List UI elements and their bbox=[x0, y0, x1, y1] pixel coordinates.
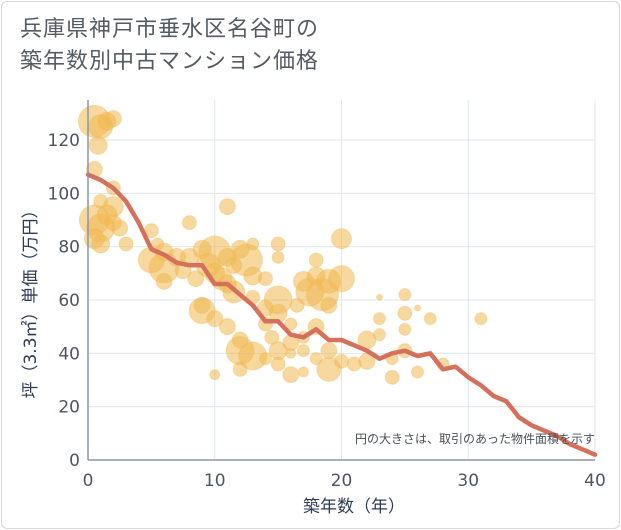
bubble-point bbox=[285, 347, 297, 359]
bubble-point bbox=[373, 328, 387, 342]
chart-title-line-1: 兵庫県神戸市垂水区名谷町の bbox=[20, 17, 320, 42]
x-axis-label: 築年数（年） bbox=[303, 497, 405, 517]
bubble-point bbox=[296, 344, 310, 358]
trend-line-group bbox=[85, 172, 598, 457]
bubble-point bbox=[414, 304, 422, 312]
bubble-point bbox=[474, 312, 488, 326]
bubble-point bbox=[284, 317, 298, 331]
bubbles bbox=[77, 104, 488, 385]
bubble-point bbox=[218, 198, 236, 216]
bubble-point bbox=[218, 318, 236, 336]
bubble-point bbox=[282, 366, 300, 384]
bubble-point bbox=[232, 361, 248, 377]
bubble-point bbox=[257, 271, 273, 287]
bubble-point bbox=[384, 369, 400, 385]
y-tick-label: 120 bbox=[48, 131, 80, 151]
size-note: 円の大きさは、取引のあった物件面積を示す bbox=[355, 431, 595, 446]
bubble-point bbox=[91, 234, 111, 254]
bubble-point bbox=[271, 250, 285, 264]
y-tick-label: 80 bbox=[58, 238, 80, 258]
x-tick-label: 30 bbox=[457, 471, 479, 491]
bubble-point bbox=[423, 312, 437, 326]
bubble-point bbox=[258, 352, 272, 366]
bubble-point bbox=[334, 353, 349, 369]
bubble-point bbox=[118, 236, 134, 252]
bubble-point bbox=[155, 272, 173, 290]
bubble-point bbox=[246, 237, 260, 251]
axes bbox=[87, 100, 595, 461]
x-tick-label: 10 bbox=[204, 471, 226, 491]
bubble-point bbox=[411, 365, 425, 379]
bubble-point bbox=[181, 215, 197, 231]
bubble-point bbox=[398, 322, 412, 336]
bubble-point bbox=[209, 369, 221, 381]
x-tick-label: 20 bbox=[331, 471, 353, 491]
bubble-point bbox=[309, 352, 323, 366]
bubble-point bbox=[320, 342, 338, 360]
chart-title: 兵庫県神戸市垂水区名谷町の 築年数別中古マンション価格 bbox=[20, 14, 319, 78]
bubble-point bbox=[111, 219, 129, 237]
y-tick-label: 0 bbox=[69, 451, 80, 471]
bubble-point bbox=[328, 265, 355, 293]
bubble-point bbox=[398, 288, 412, 302]
bubble-point bbox=[206, 310, 224, 328]
y-tick-label: 60 bbox=[58, 291, 80, 311]
bubble-point bbox=[376, 293, 384, 301]
chart-title-line-2: 築年数別中古マンション価格 bbox=[20, 49, 320, 74]
bubble-point bbox=[320, 296, 338, 314]
bubble-point bbox=[104, 110, 122, 128]
bubble-point bbox=[187, 270, 205, 288]
bubble-point bbox=[331, 228, 352, 250]
bubble-point bbox=[297, 366, 309, 378]
y-tick-label: 20 bbox=[58, 398, 80, 418]
x-tick-label: 0 bbox=[83, 471, 94, 491]
bubble-point bbox=[88, 135, 108, 155]
x-tick-label: 40 bbox=[584, 471, 606, 491]
bubble-point bbox=[397, 305, 413, 321]
bubble-point bbox=[308, 252, 324, 268]
y-axis-label: 坪（3.3㎡）単価（万円） bbox=[21, 201, 41, 398]
bubble-point bbox=[270, 356, 286, 372]
y-tick-label: 100 bbox=[48, 184, 80, 204]
trend-line bbox=[85, 172, 598, 457]
y-tick-label: 40 bbox=[58, 344, 80, 364]
bubble-point bbox=[373, 312, 387, 326]
tick-labels: 0 10 20 30 40 0 20 40 60 80 100 120 bbox=[48, 131, 606, 491]
bubble-point bbox=[270, 236, 286, 252]
